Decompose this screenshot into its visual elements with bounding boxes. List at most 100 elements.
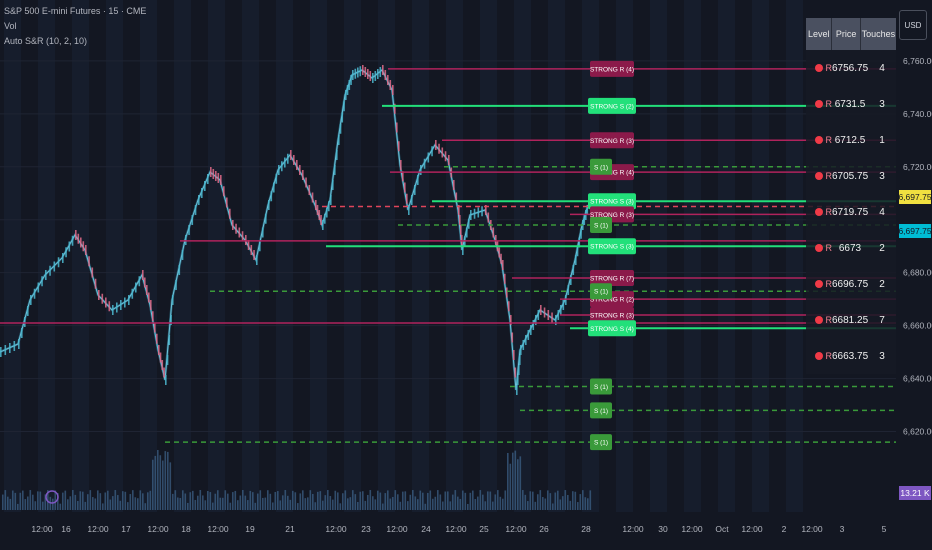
candle: [201, 188, 203, 198]
candle: [220, 175, 222, 185]
candle: [238, 227, 241, 238]
level-tag-label: S (1): [594, 223, 608, 230]
table-row: R 6705.75 3: [806, 158, 896, 194]
price-cell: 6705.75: [832, 170, 869, 182]
currency-button[interactable]: USD: [899, 10, 927, 40]
x-axis-tick-label: 30: [658, 524, 668, 534]
candle: [468, 218, 470, 229]
volume-bar: [29, 490, 32, 510]
level-type: R: [825, 63, 833, 73]
volume-bar: [299, 493, 302, 510]
level-type: R: [825, 351, 833, 361]
level-tag-strong_s: [588, 97, 636, 114]
volume-bar: [154, 455, 157, 510]
volume-bar: [117, 495, 119, 510]
candle: [94, 278, 97, 289]
session-band: [718, 0, 735, 512]
candle: [435, 140, 437, 150]
level-tag-label: STRONG S (3): [590, 244, 634, 251]
volume-bar: [199, 490, 202, 510]
volume-bar: [552, 503, 554, 510]
candle: [461, 235, 463, 245]
candle: [343, 101, 345, 112]
candle: [232, 220, 234, 230]
volume-bar: [259, 490, 262, 510]
candle: [198, 195, 200, 205]
level-type: R: [825, 243, 833, 253]
candle: [71, 235, 74, 246]
volume-bar: [209, 492, 212, 510]
table-body: R 6756.75 4 R 6731.5 3 R 6712.5 1 R 6705.75 3 R 6719.…: [806, 50, 896, 374]
volume-bar: [452, 494, 454, 510]
volume-bar: [192, 490, 194, 510]
volume-bar: [22, 490, 24, 510]
table-row: R 6712.5 1: [806, 122, 896, 158]
volume-bar: [222, 497, 224, 510]
candle: [453, 180, 455, 190]
volume-bar: [99, 493, 102, 510]
resistance-dot-icon: [814, 64, 823, 72]
candle: [163, 367, 165, 378]
touches-cell: 2: [879, 278, 885, 290]
volume-bar: [159, 455, 162, 510]
volume-bar: [37, 491, 39, 510]
header-touches: Touches: [861, 29, 896, 39]
event-marker-icon[interactable]: [45, 490, 59, 504]
touches-cell: 1: [879, 134, 885, 146]
volume-bar: [487, 491, 489, 510]
candle: [194, 205, 197, 215]
volume-bar: [274, 491, 277, 510]
level-tag-label: S (1): [594, 164, 608, 171]
resistance-dot-icon: [814, 352, 823, 360]
volume-bar: [387, 490, 389, 510]
session-band: [616, 0, 633, 512]
candle: [256, 255, 258, 265]
volume-bar: [179, 498, 182, 510]
candle: [404, 182, 406, 193]
candle: [27, 306, 29, 316]
candle: [270, 191, 273, 202]
level-tag-strong_s: [588, 193, 636, 210]
session-band: [684, 0, 701, 512]
volume-bar: [397, 494, 399, 510]
candle: [567, 285, 570, 295]
x-axis-tick-label: 23: [361, 524, 371, 534]
x-axis-tick-label: 12:00: [445, 524, 467, 534]
touches-cell: 3: [879, 350, 885, 362]
level-cell: R: [806, 279, 832, 289]
candle: [357, 67, 359, 78]
volume-bar: [469, 492, 472, 510]
candle: [13, 341, 16, 351]
volume-bar: [447, 491, 449, 510]
candle: [281, 161, 283, 172]
price-cell: 6719.75: [832, 206, 869, 218]
volume-bar: [142, 493, 144, 510]
level-tag-label: STRONG R (3): [590, 313, 634, 320]
x-axis-tick-label: 21: [285, 524, 295, 534]
candle: [33, 288, 36, 299]
price-cell: 6756.75: [832, 62, 869, 74]
candle: [562, 300, 565, 310]
y-axis-tick-label: 6,620.00: [903, 427, 932, 437]
volume-bar: [504, 490, 507, 510]
candle: [458, 205, 460, 215]
candle: [511, 332, 514, 343]
x-axis-tick-label: 16: [61, 524, 71, 534]
volume-bar: [109, 499, 112, 510]
volume-bar: [559, 499, 562, 510]
volume-bar: [539, 490, 542, 510]
candle: [144, 277, 146, 288]
volume-bar: [7, 496, 9, 510]
x-axis-tick-label: 12:00: [87, 524, 109, 534]
level-tag-strong_r: [590, 132, 634, 149]
candle: [341, 112, 344, 123]
candle: [30, 295, 32, 305]
volume-bar: [554, 492, 557, 510]
volume-bar: [562, 496, 564, 510]
volume-bar: [567, 495, 569, 510]
candle: [557, 310, 560, 320]
session-band: [480, 0, 497, 512]
candle: [518, 365, 520, 375]
